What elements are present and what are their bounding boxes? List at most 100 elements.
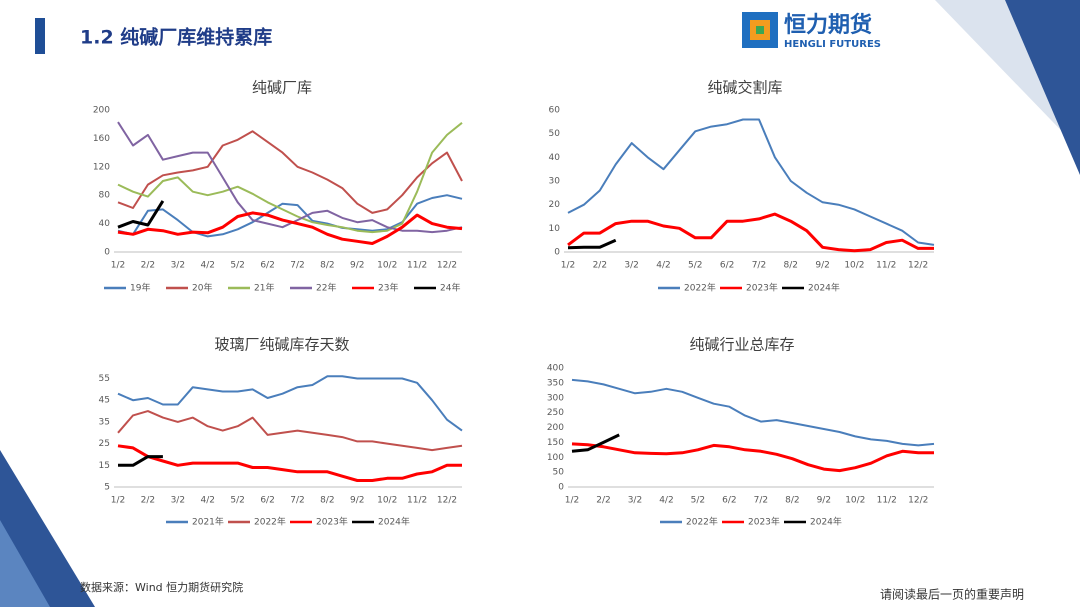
legend-label: 19年 <box>130 282 150 294</box>
x-tick-label: 2/2 <box>596 496 610 506</box>
x-tick-label: 8/2 <box>784 261 798 271</box>
legend-label: 2023年 <box>748 516 780 528</box>
x-tick-label: 2/2 <box>593 261 607 271</box>
x-tick-label: 4/2 <box>200 496 214 506</box>
x-tick-label: 9/2 <box>817 496 831 506</box>
y-tick-label: 200 <box>547 423 564 433</box>
legend-label: 2022年 <box>684 282 716 294</box>
chart-title: 玻璃厂纯碱库存天数 <box>214 336 349 354</box>
series-line <box>567 238 617 250</box>
y-tick-label: 300 <box>547 393 564 403</box>
y-tick-label: 40 <box>99 219 111 229</box>
y-tick-label: 5 <box>104 483 110 493</box>
series-line <box>117 121 463 234</box>
x-tick-label: 9/2 <box>350 496 364 506</box>
source-note: 数据来源：Wind 恒力期货研究院 <box>80 580 243 594</box>
y-tick-label: 10 <box>549 224 561 234</box>
x-tick-label: 3/2 <box>171 261 185 271</box>
y-tick-label: 25 <box>99 439 110 449</box>
x-tick-label: 5/2 <box>691 496 705 506</box>
x-tick-label: 10/2 <box>845 496 865 506</box>
series-line <box>571 378 935 447</box>
x-tick-label: 10/2 <box>844 261 864 271</box>
y-tick-label: 50 <box>549 129 561 139</box>
y-tick-label: 80 <box>99 191 111 201</box>
logo-text: 恒力期货 <box>784 12 872 38</box>
x-tick-label: 5/2 <box>230 496 244 506</box>
y-tick-label: 0 <box>558 483 564 493</box>
series-line <box>571 442 934 473</box>
series-line <box>117 200 165 229</box>
x-tick-label: 12/2 <box>908 261 928 271</box>
x-tick-label: 3/2 <box>171 496 185 506</box>
chart-title: 纯碱行业总库存 <box>689 336 794 354</box>
legend-label: 2024年 <box>378 516 410 528</box>
x-tick-label: 6/2 <box>722 496 736 506</box>
x-tick-label: 1/2 <box>561 261 575 271</box>
legend-label: 24年 <box>440 282 460 294</box>
legend-label: 2023年 <box>316 516 348 528</box>
x-tick-label: 8/2 <box>320 261 334 271</box>
legend-label: 21年 <box>254 282 274 294</box>
title-bar <box>35 18 45 54</box>
decor <box>1005 0 1080 175</box>
x-tick-label: 12/2 <box>437 261 457 271</box>
x-tick-label: 11/2 <box>407 261 427 271</box>
x-tick-label: 6/2 <box>260 261 274 271</box>
x-tick-label: 7/2 <box>752 261 766 271</box>
series-line <box>118 455 163 467</box>
y-tick-label: 55 <box>99 374 110 384</box>
x-tick-label: 3/2 <box>628 496 642 506</box>
logo-icon <box>756 26 764 34</box>
x-tick-label: 6/2 <box>260 496 274 506</box>
y-tick-label: 400 <box>547 364 564 374</box>
y-tick-label: 120 <box>93 162 110 172</box>
x-tick-label: 8/2 <box>320 496 334 506</box>
y-tick-label: 200 <box>93 106 110 116</box>
y-tick-label: 20 <box>549 200 561 210</box>
legend-label: 2023年 <box>746 282 778 294</box>
y-tick-label: 0 <box>554 248 560 258</box>
x-tick-label: 9/2 <box>815 261 829 271</box>
x-tick-label: 5/2 <box>230 261 244 271</box>
y-tick-label: 60 <box>549 106 561 116</box>
x-tick-label: 2/2 <box>141 496 155 506</box>
y-tick-label: 40 <box>549 153 561 163</box>
x-tick-label: 5/2 <box>688 261 702 271</box>
series-line <box>117 122 463 234</box>
series-line <box>117 444 462 482</box>
decor <box>0 520 50 607</box>
x-tick-label: 2/2 <box>141 261 155 271</box>
x-tick-label: 11/2 <box>877 496 897 506</box>
x-tick-label: 6/2 <box>720 261 734 271</box>
x-tick-label: 4/2 <box>656 261 670 271</box>
legend-label: 22年 <box>316 282 336 294</box>
legend-label: 2024年 <box>808 282 840 294</box>
x-tick-label: 7/2 <box>290 496 304 506</box>
x-tick-label: 4/2 <box>200 261 214 271</box>
x-tick-label: 3/2 <box>624 261 638 271</box>
series-line <box>117 375 463 432</box>
x-tick-label: 1/2 <box>111 261 125 271</box>
x-tick-label: 10/2 <box>377 261 397 271</box>
x-tick-label: 10/2 <box>377 496 397 506</box>
logo-subtext: HENGLI FUTURES <box>784 39 881 50</box>
legend-label: 2022年 <box>686 516 718 528</box>
series-line <box>567 212 934 253</box>
legend-label: 2021年 <box>192 516 224 528</box>
x-tick-label: 4/2 <box>659 496 673 506</box>
series-line <box>571 433 620 453</box>
legend-label: 20年 <box>192 282 212 294</box>
y-tick-label: 15 <box>99 461 110 471</box>
series-line <box>117 410 463 452</box>
series-line <box>117 130 463 214</box>
chart-title: 纯碱厂库 <box>252 79 312 97</box>
y-tick-label: 100 <box>547 453 564 463</box>
y-tick-label: 50 <box>553 468 565 478</box>
x-tick-label: 7/2 <box>754 496 768 506</box>
legend-label: 2024年 <box>810 516 842 528</box>
y-tick-label: 350 <box>547 378 564 388</box>
x-tick-label: 8/2 <box>785 496 799 506</box>
x-tick-label: 1/2 <box>565 496 579 506</box>
x-tick-label: 7/2 <box>290 261 304 271</box>
